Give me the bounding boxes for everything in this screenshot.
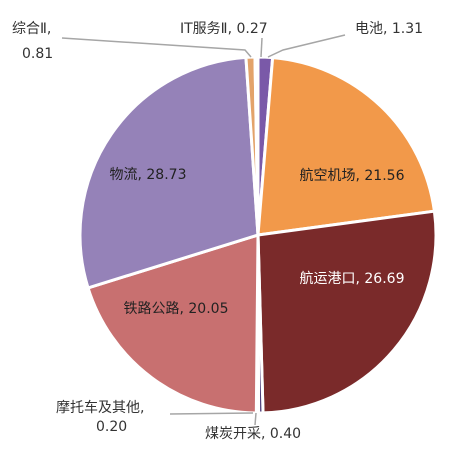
slice-1 (256, 55, 437, 237)
slice-6 (78, 55, 260, 290)
data-label-7: 综合Ⅱ, 0.81 (12, 21, 53, 62)
leader-line-7 (61, 37, 252, 58)
data-labels: 电池, 1.31 航空机场, 21.56 航运港口, 26.69 煤炭开采, 0.40… (12, 21, 423, 442)
data-label-8: IT服务Ⅱ, 0.27 (180, 21, 268, 37)
slice-8 (253, 55, 260, 236)
data-label-1: 航空机场, 21.56 (300, 168, 405, 184)
slice-2 (256, 209, 438, 415)
data-label-0: 电池, 1.31 (355, 21, 423, 37)
slice-5 (86, 232, 260, 415)
data-label-5: 铁路公路, 20.05 (124, 301, 229, 317)
data-label-3: 煤炭开采, 0.40 (205, 426, 301, 442)
leader-line-0 (267, 34, 346, 58)
leader-lines (61, 34, 346, 426)
data-label-4: 摩托车及其他, 0.20 (56, 399, 144, 435)
leader-line-3 (254, 412, 257, 426)
pie-slices (78, 55, 438, 415)
data-label-2: 航运港口, 26.69 (300, 271, 405, 287)
leader-line-4 (169, 412, 254, 415)
leader-line-8 (260, 37, 263, 58)
data-label-6: 物流, 28.73 (110, 167, 187, 183)
